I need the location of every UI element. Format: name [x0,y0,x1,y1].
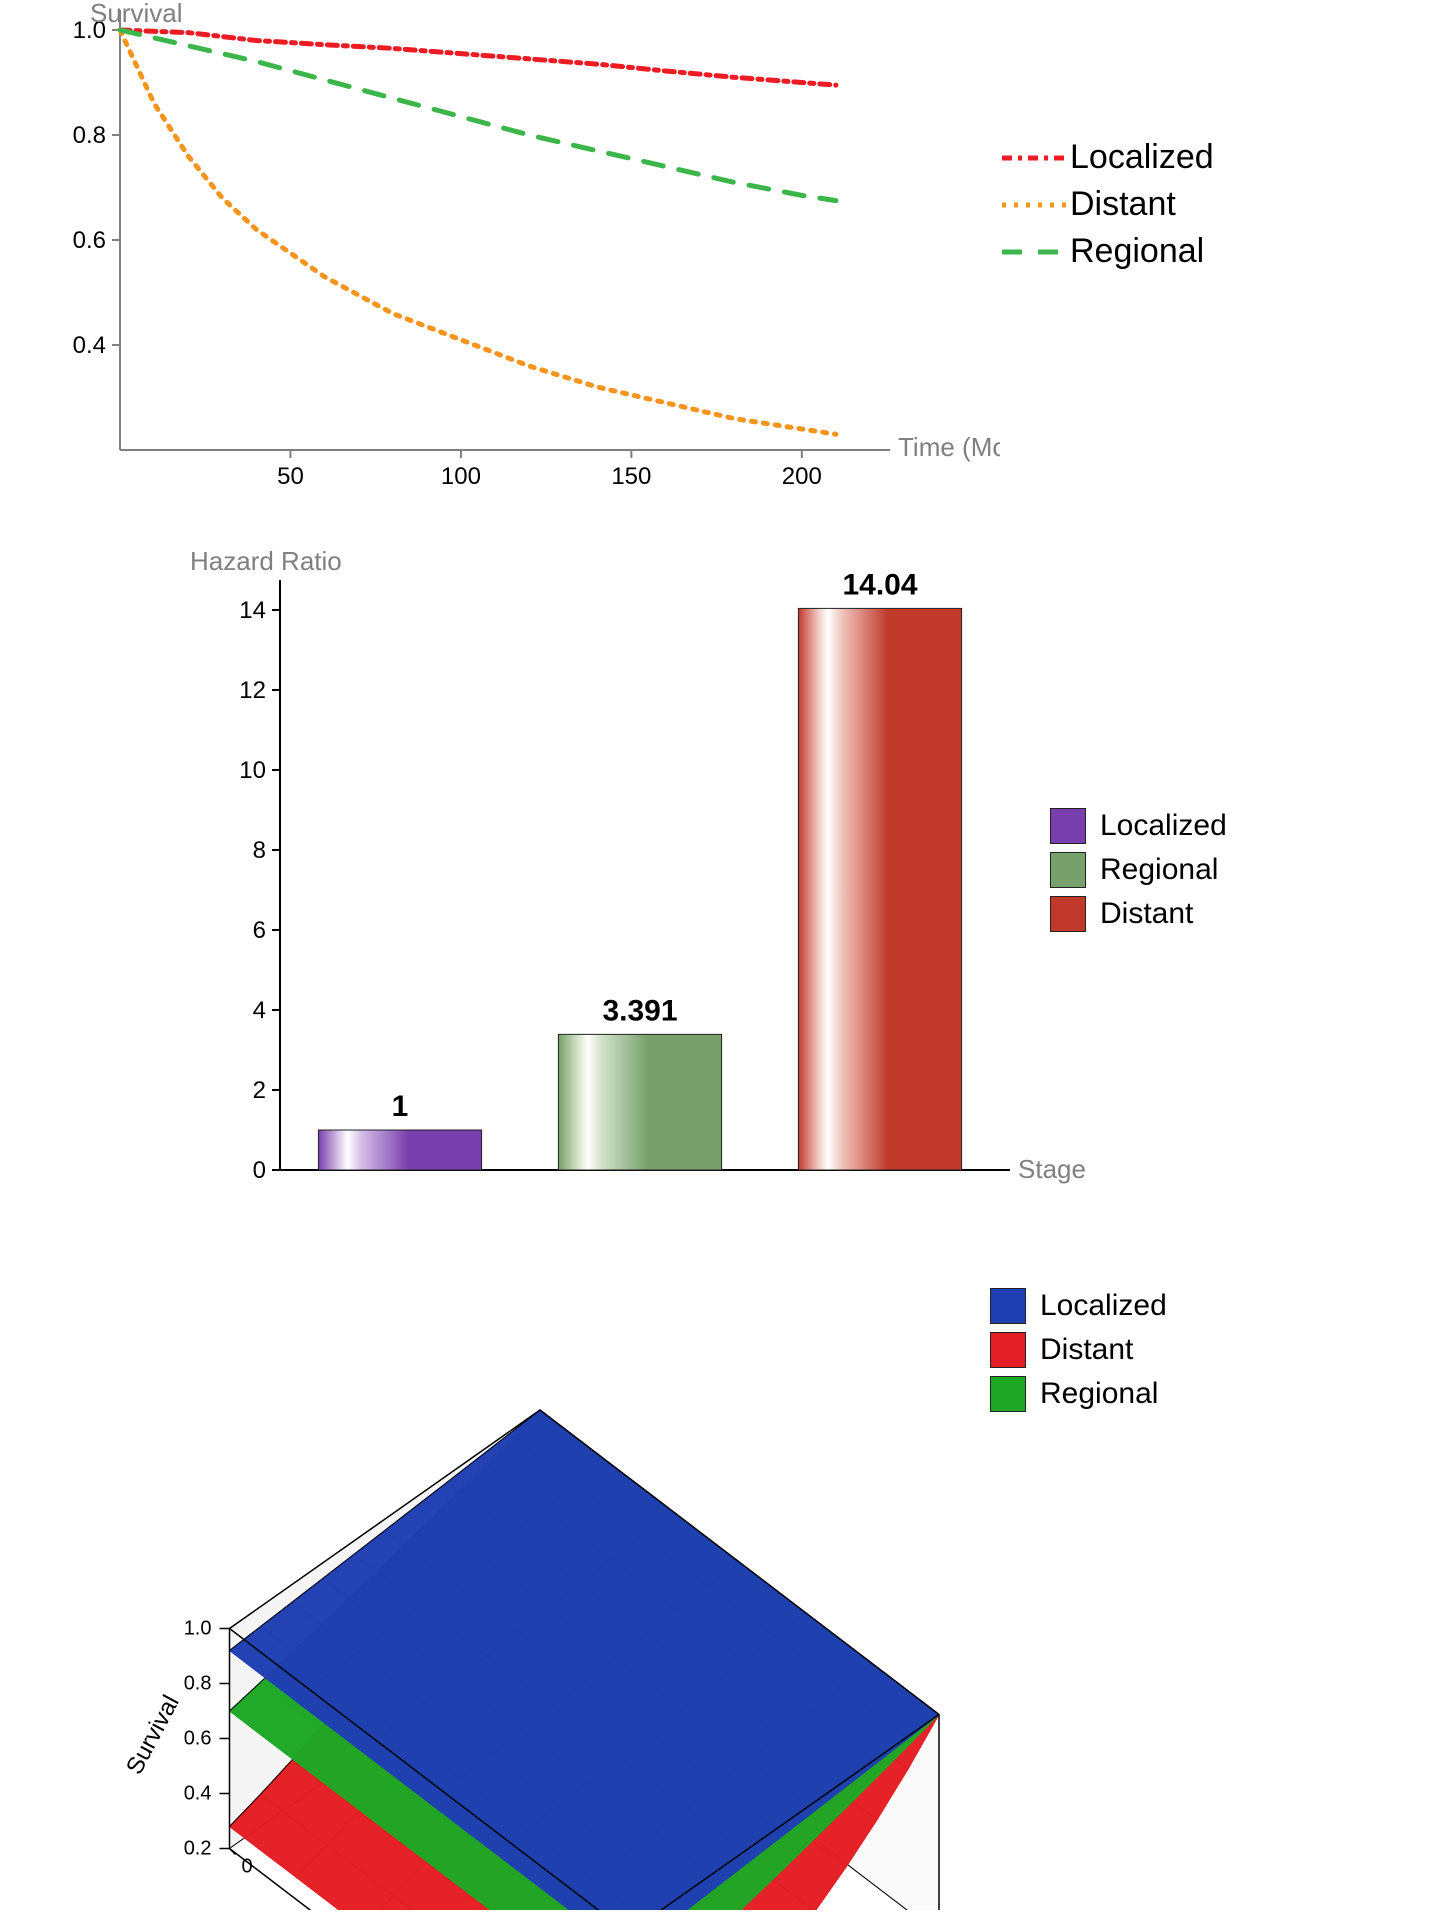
legend-item: Distant [1000,185,1214,224]
legend-item: Localized [1050,808,1227,844]
svg-text:14: 14 [239,597,266,624]
legend-item: Regional [990,1376,1167,1412]
svg-text:0.6: 0.6 [184,1728,212,1750]
svg-text:Stage: Stage [1018,1154,1086,1184]
legend-label: Regional [1040,1377,1158,1411]
svg-text:1.0: 1.0 [184,1618,212,1640]
svg-text:4: 4 [253,997,266,1024]
legend-item: Regional [1050,852,1227,888]
svg-text:0: 0 [242,1856,253,1878]
legend-swatch [990,1332,1026,1368]
survival-chart: 0.40.60.81.050100150200SurvivalTime (Mon… [0,0,1000,520]
legend-line-sample [1000,237,1070,267]
legend-label: Distant [1070,185,1176,224]
legend-item: Distant [990,1332,1167,1368]
svg-text:0.8: 0.8 [184,1673,212,1695]
survival-panel: 0.40.60.81.050100150200SurvivalTime (Mon… [0,0,1450,520]
svg-text:6: 6 [253,917,266,944]
svg-text:2: 2 [253,1077,266,1104]
svg-text:Hazard Ratio: Hazard Ratio [190,546,342,576]
svg-text:0: 0 [253,1157,266,1184]
svg-text:Time (Months): Time (Months) [898,432,1000,462]
legend-swatch [990,1288,1026,1324]
svg-text:12: 12 [239,677,266,704]
svg-text:Survival: Survival [121,1691,185,1779]
svg-text:14.04: 14.04 [842,568,917,601]
svg-text:0.4: 0.4 [73,332,106,359]
svg-text:150: 150 [611,463,651,490]
surface-panel: 0.20.40.60.81.0050100150200020406080Surv… [0,1270,1450,1910]
svg-text:0.6: 0.6 [73,227,106,254]
svg-text:100: 100 [441,463,481,490]
surface-legend: Localized Distant Regional [990,1280,1167,1420]
legend-swatch [1050,896,1086,932]
legend-label: Regional [1070,232,1204,271]
svg-text:8: 8 [253,837,266,864]
svg-text:3.391: 3.391 [602,994,677,1027]
svg-text:0.2: 0.2 [184,1838,212,1860]
legend-label: Localized [1070,138,1214,177]
legend-label: Distant [1100,897,1193,931]
svg-text:1: 1 [392,1090,409,1123]
svg-text:10: 10 [239,757,266,784]
legend-item: Regional [1000,232,1214,271]
legend-item: Localized [1000,138,1214,177]
svg-text:Survival: Survival [90,0,182,28]
legend-label: Regional [1100,853,1218,887]
svg-text:0.4: 0.4 [184,1783,212,1805]
hazard-legend: Localized Regional Distant [1050,800,1227,940]
legend-swatch [1050,852,1086,888]
legend-line-sample [1000,143,1070,173]
svg-text:0.8: 0.8 [73,122,106,149]
legend-item: Distant [1050,896,1227,932]
hazard-chart: 0 2 4 6 8 10 12 14 Hazard Ratio Stage 1 3.391 14.04 [0,540,1120,1240]
legend-swatch [1050,808,1086,844]
legend-item: Localized [990,1288,1167,1324]
legend-label: Localized [1100,809,1227,843]
svg-text:50: 50 [277,463,304,490]
surface-chart: 0.20.40.60.81.0050100150200020406080Surv… [120,1270,1120,1910]
legend-label: Distant [1040,1333,1133,1367]
page: 0.40.60.81.050100150200SurvivalTime (Mon… [0,0,1450,1920]
legend-swatch [990,1376,1026,1412]
svg-text:200: 200 [782,463,822,490]
hazard-panel: 02468101214Hazard RatioStage13.39114.04 … [0,540,1450,1240]
legend-line-sample [1000,190,1070,220]
legend-label: Localized [1040,1289,1167,1323]
survival-legend: Localized Distant Regional [1000,130,1214,279]
